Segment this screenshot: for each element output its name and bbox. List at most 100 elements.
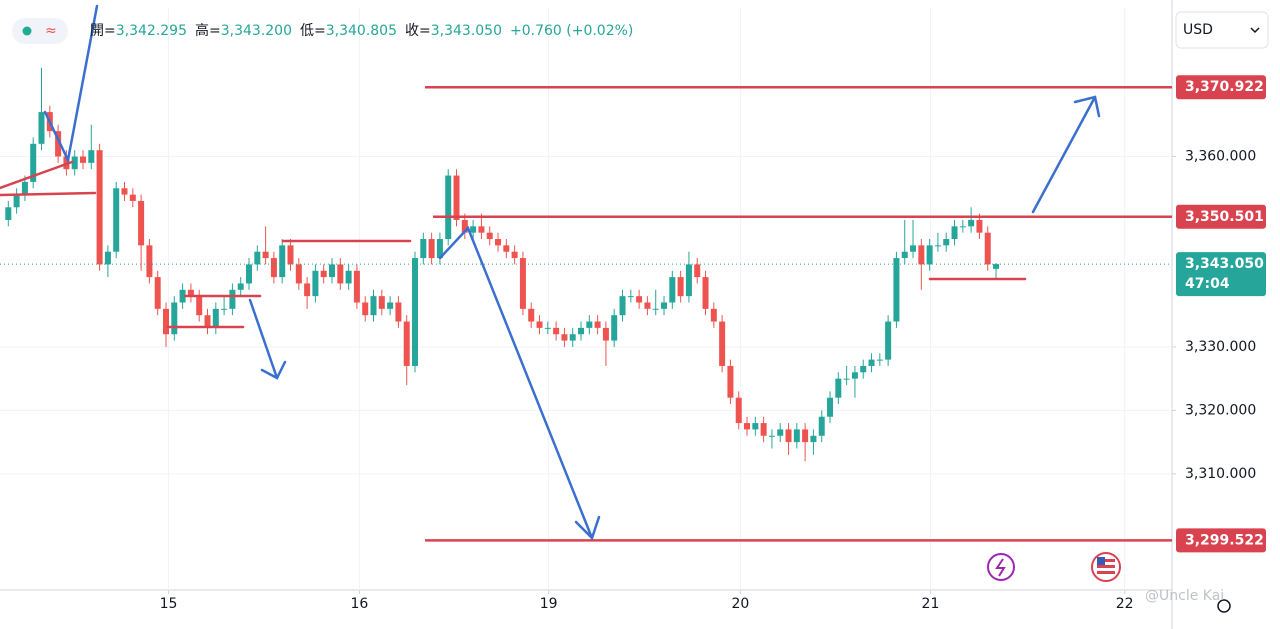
candle-body: [71, 156, 78, 170]
candle-body: [777, 429, 784, 436]
candle-body: [395, 302, 402, 322]
candle-body: [669, 277, 676, 303]
candle-body: [88, 150, 95, 163]
candle-body: [121, 188, 128, 195]
candle-body: [993, 264, 1000, 269]
candle-body: [129, 194, 136, 201]
y-tick-label: 3,360.000: [1185, 149, 1256, 165]
status-dot: [22, 26, 32, 36]
legend-name: 開=: [90, 23, 116, 39]
event-icon[interactable]: [987, 553, 1015, 581]
candle-body: [387, 302, 394, 309]
candle-body: [412, 258, 419, 366]
price-lines: [0, 85, 1172, 542]
x-tick-label: 22: [1116, 596, 1134, 612]
legend-change: +0.760 (+0.02%): [510, 23, 633, 39]
y-tick-label: 3,310.000: [1185, 466, 1256, 482]
candle-body: [644, 302, 651, 309]
candle-body: [362, 302, 369, 316]
candle-body: [934, 245, 941, 247]
price-tag: 3,350.501: [1176, 204, 1266, 229]
legend-value: 3,342.295: [116, 23, 187, 39]
candle-body: [951, 226, 958, 240]
candle-body: [926, 245, 933, 265]
price-tag-box: [1176, 75, 1266, 100]
gear[interactable]: [1217, 599, 1231, 613]
candle-body: [104, 251, 111, 265]
candle-body: [810, 435, 817, 443]
candle-body: [254, 251, 261, 265]
y-tick-label: 3,330.000: [1185, 339, 1256, 355]
candle-body: [851, 372, 858, 379]
candle-body: [553, 327, 560, 335]
flag-canton: [1097, 557, 1105, 565]
candle-body: [511, 251, 518, 259]
candle-body: [337, 264, 344, 284]
price-tag-label: 3,299.522: [1185, 532, 1264, 548]
grid: [0, 8, 1172, 590]
candle-body: [21, 181, 28, 195]
price-tag: 3,370.922: [1176, 75, 1266, 100]
candle-body: [204, 315, 211, 328]
chevron: [1250, 27, 1260, 34]
candle-body: [329, 264, 336, 278]
legend-value: 3,343.200: [221, 23, 292, 39]
settings-icon[interactable]: [1217, 599, 1231, 613]
candle-body: [171, 302, 178, 335]
legend-name: 低=: [300, 23, 326, 39]
candle-body: [138, 200, 145, 246]
candle-body: [461, 219, 468, 233]
price-axis: 3,310.000 3,320.000 3,330.000 3,360.000 3,37…: [1172, 75, 1266, 553]
flag-icon[interactable]: [1091, 552, 1121, 582]
candle-body: [146, 245, 153, 278]
candle-body: [320, 270, 327, 278]
x-tick-label: 15: [160, 596, 178, 612]
x-tick-label: 20: [731, 596, 749, 612]
candle-body: [843, 378, 850, 380]
candle-body: [287, 245, 294, 265]
candle-body: [262, 251, 269, 259]
watermark: @Uncle Kai: [1145, 588, 1224, 604]
price-tag-label: 3,350.501: [1185, 209, 1264, 225]
candle-body: [30, 143, 37, 182]
candle-body: [918, 245, 925, 265]
candle-body: [96, 150, 103, 265]
candle-body: [793, 429, 800, 443]
currency[interactable]: USD: [1183, 22, 1213, 38]
candle-body: [237, 283, 244, 290]
legend-name: 高=: [195, 22, 221, 39]
drawings: [0, 4, 1101, 541]
legend-value: 3,340.805: [326, 23, 397, 39]
time-axis: 15 16 19 20 21 22: [160, 590, 1134, 612]
candle-body: [611, 315, 618, 341]
currency-select[interactable]: USD: [1175, 11, 1269, 49]
candle-body: [710, 308, 717, 322]
last-price-label: 3,343.050: [1185, 256, 1264, 272]
flag-stripe: [1097, 565, 1115, 568]
candle-body: [5, 207, 12, 220]
y-tick-label: 3,320.000: [1185, 402, 1256, 418]
candle-body: [661, 302, 668, 309]
candle-body: [312, 270, 319, 297]
candle-body: [270, 258, 277, 278]
candle-body: [179, 289, 186, 303]
candle-body: [694, 264, 701, 278]
candle-body: [536, 321, 543, 328]
price-tag-box: [1176, 204, 1266, 229]
legend-header: ≈: [12, 18, 68, 44]
last-price-box: [1176, 252, 1266, 297]
candle-body: [478, 226, 485, 233]
currency-box[interactable]: [1175, 11, 1269, 49]
candle-body: [495, 239, 502, 246]
red-segments: [0, 160, 1027, 329]
candle-body: [561, 334, 568, 341]
candle-body: [436, 239, 443, 259]
x-tick-label: 19: [540, 596, 558, 612]
candle-body: [403, 321, 410, 366]
price-tag-box: [1176, 528, 1266, 553]
candle-body: [602, 327, 609, 341]
candle-body: [221, 308, 228, 310]
legend-name: 收=: [405, 23, 431, 39]
price-tag: 3,299.522: [1176, 528, 1266, 553]
candle-body: [744, 423, 751, 430]
